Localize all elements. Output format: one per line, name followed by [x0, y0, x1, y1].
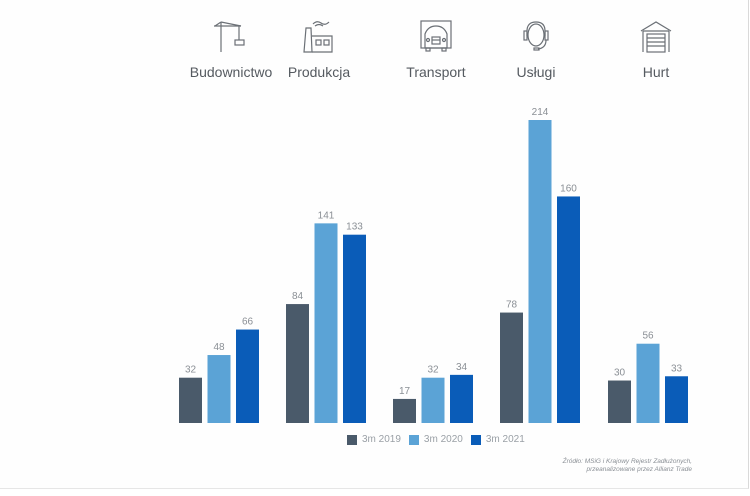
category-header-transport: Transport [386, 18, 486, 80]
bar-hurt-3m-2021 [665, 376, 688, 423]
source-note: Źródło: MSiG i Krajowy Rejestr Zadłużony… [562, 458, 692, 473]
data-label: 84 [292, 291, 304, 302]
category-header-uslugi: Usługi [486, 18, 586, 80]
data-label: 30 [614, 368, 626, 379]
category-label: Usługi [516, 64, 556, 80]
data-label: 160 [560, 183, 577, 194]
warehouse-icon [640, 21, 672, 53]
category-label: Produkcja [287, 64, 351, 80]
category-header-produkcja: Produkcja [269, 18, 369, 80]
bar-budownictwo-3m-2021 [236, 329, 259, 423]
data-label: 133 [346, 222, 363, 233]
bar-usługi-3m-2021 [557, 196, 580, 423]
category-label: Budownictwo [189, 64, 273, 80]
data-label: 78 [506, 300, 518, 311]
bar-produkcja-3m-2020 [314, 223, 338, 423]
factory-icon [303, 21, 333, 53]
crane-icon [214, 21, 245, 52]
bar-transport-3m-2019 [393, 398, 416, 423]
bar-usługi-3m-2020 [528, 120, 552, 423]
bar-budownictwo-3m-2019 [179, 377, 202, 423]
bar-produkcja-3m-2019 [286, 304, 309, 423]
category-header-hurt: Hurt [606, 18, 706, 80]
legend-item-2020: 3m 2020 [408, 434, 463, 445]
data-label: 34 [456, 362, 468, 373]
legend-label: 3m 2019 [362, 434, 401, 445]
bar-transport-3m-2020 [421, 377, 445, 423]
data-label: 214 [532, 107, 549, 118]
data-label: 48 [213, 342, 225, 353]
data-label: 56 [642, 331, 654, 342]
truck-icon [420, 20, 452, 52]
bar-usługi-3m-2019 [500, 312, 523, 423]
category-label: Hurt [642, 64, 670, 80]
chart-legend: 3m 2019 3m 2020 3m 2021 [347, 434, 525, 445]
data-label: 32 [185, 365, 197, 376]
data-label: 32 [427, 365, 439, 376]
legend-swatch [347, 434, 357, 445]
legend-label: 3m 2020 [423, 434, 463, 445]
bar-produkcja-3m-2021 [343, 234, 366, 423]
data-label: 33 [671, 363, 683, 374]
category-header-budownictwo: Budownictwo [181, 18, 281, 80]
bar-hurt-3m-2019 [608, 380, 631, 423]
data-label: 66 [242, 317, 254, 328]
legend-swatch [408, 434, 419, 445]
headset-icon [523, 21, 549, 51]
data-label: 141 [318, 210, 335, 221]
legend-swatch [470, 434, 481, 445]
category-label: Transport [406, 64, 466, 80]
data-label: 17 [399, 386, 411, 397]
bar-hurt-3m-2020 [636, 343, 660, 423]
legend-item-2019: 3m 2019 [347, 434, 401, 445]
legend-label: 3m 2021 [485, 434, 525, 445]
legend-item-2021: 3m 2021 [470, 434, 525, 445]
bar-transport-3m-2021 [450, 374, 473, 423]
bar-budownictwo-3m-2020 [207, 355, 231, 423]
